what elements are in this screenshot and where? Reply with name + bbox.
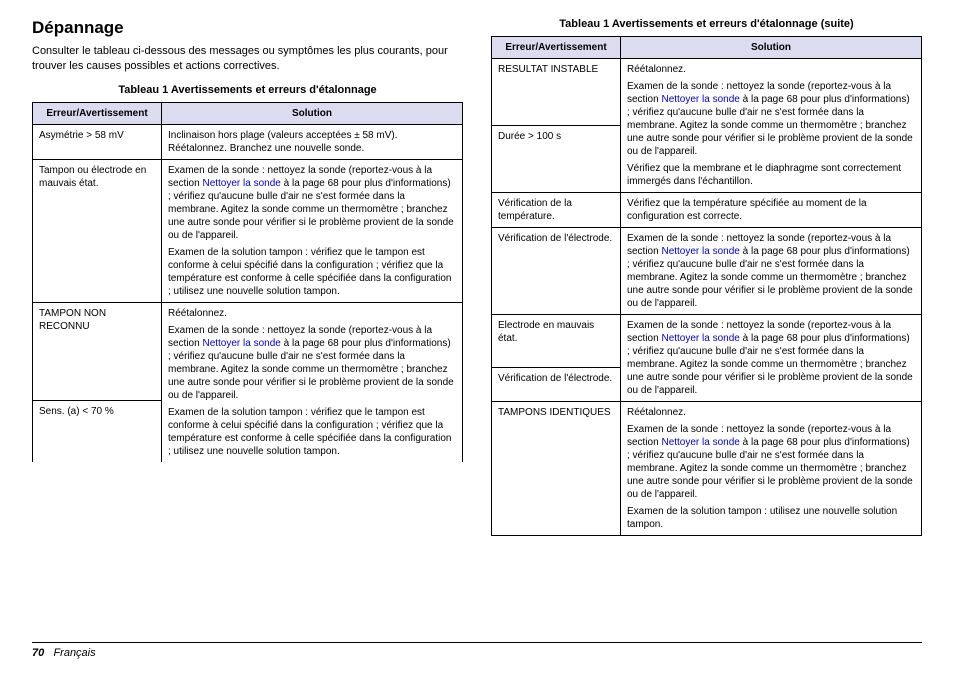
link-nettoyer-sonde[interactable]: Nettoyer la sonde (661, 333, 739, 344)
cell-solution: Vérifiez que la température spécifiée au… (621, 193, 922, 228)
cell-error: Sens. (a) < 70 % (33, 401, 162, 462)
table2-header-solution: Solution (621, 37, 922, 59)
table-row: RESULTAT INSTABLE Réétalonnez. Examen de… (492, 59, 922, 126)
cell-error: TAMPON NON RECONNU (33, 302, 162, 401)
cell-solution: Réétalonnez. Examen de la sonde : nettoy… (162, 302, 463, 462)
table-row: TAMPON NON RECONNU Réétalonnez. Examen d… (33, 302, 463, 401)
table-row: Asymétrie > 58 mV Inclinaison hors plage… (33, 124, 463, 159)
page-number: 70 (32, 647, 44, 659)
table1-caption: Tableau 1 Avertissements et erreurs d'ét… (32, 84, 463, 96)
text: Vérifiez que la membrane et le diaphragm… (627, 162, 915, 188)
cell-error: Asymétrie > 58 mV (33, 124, 162, 159)
cell-error: Vérification de l'électrode. (492, 228, 621, 315)
text: Examen de la solution tampon : utilisez … (627, 505, 915, 531)
cell-error: Tampon ou électrode en mauvais état. (33, 159, 162, 302)
cell-solution: Inclinaison hors plage (valeurs acceptée… (162, 124, 463, 159)
cell-solution: Réétalonnez. Examen de la sonde : nettoy… (621, 402, 922, 536)
link-nettoyer-sonde[interactable]: Nettoyer la sonde (661, 246, 739, 257)
link-nettoyer-sonde[interactable]: Nettoyer la sonde (202, 178, 280, 189)
table-row: Vérification de l'électrode. Examen de l… (492, 228, 922, 315)
page-content: Dépannage Consulter le tableau ci-dessou… (0, 0, 954, 536)
table2-caption: Tableau 1 Avertissements et erreurs d'ét… (491, 18, 922, 30)
cell-solution: Examen de la sonde : nettoyez la sonde (… (621, 315, 922, 402)
intro-text: Consulter le tableau ci-dessous des mess… (32, 44, 463, 74)
cell-solution: Examen de la sonde : nettoyez la sonde (… (162, 159, 463, 302)
table-row: Tampon ou électrode en mauvais état. Exa… (33, 159, 463, 302)
table1-header-error: Erreur/Avertissement (33, 102, 162, 124)
cell-error: TAMPONS IDENTIQUES (492, 402, 621, 536)
right-column: Tableau 1 Avertissements et erreurs d'ét… (491, 18, 922, 536)
text: Réétalonnez. (627, 63, 915, 76)
table2-header-error: Erreur/Avertissement (492, 37, 621, 59)
table-row: Vérification de la température. Vérifiez… (492, 193, 922, 228)
page-title: Dépannage (32, 18, 463, 38)
text: Réétalonnez. (168, 307, 456, 320)
table-row: TAMPONS IDENTIQUES Réétalonnez. Examen d… (492, 402, 922, 536)
text: Examen de la solution tampon : vérifiez … (168, 406, 456, 458)
cell-error: Vérification de la température. (492, 193, 621, 228)
cell-error: Electrode en mauvais état. (492, 315, 621, 368)
link-nettoyer-sonde[interactable]: Nettoyer la sonde (661, 94, 739, 105)
left-column: Dépannage Consulter le tableau ci-dessou… (32, 18, 463, 536)
page-language: Français (47, 647, 95, 659)
cell-error: RESULTAT INSTABLE (492, 59, 621, 126)
table1: Erreur/Avertissement Solution Asymétrie … (32, 102, 463, 462)
link-nettoyer-sonde[interactable]: Nettoyer la sonde (202, 338, 280, 349)
text: Réétalonnez. (627, 406, 915, 419)
page-footer: 70 Français (32, 642, 922, 659)
cell-solution: Réétalonnez. Examen de la sonde : nettoy… (621, 59, 922, 193)
text: Examen de la solution tampon : vérifiez … (168, 246, 456, 298)
link-nettoyer-sonde[interactable]: Nettoyer la sonde (661, 437, 739, 448)
table1-header-solution: Solution (162, 102, 463, 124)
table2: Erreur/Avertissement Solution RESULTAT I… (491, 36, 922, 536)
table-row: Electrode en mauvais état. Examen de la … (492, 315, 922, 368)
cell-solution: Examen de la sonde : nettoyez la sonde (… (621, 228, 922, 315)
cell-error: Vérification de l'électrode. (492, 368, 621, 402)
cell-error: Durée > 100 s (492, 126, 621, 193)
